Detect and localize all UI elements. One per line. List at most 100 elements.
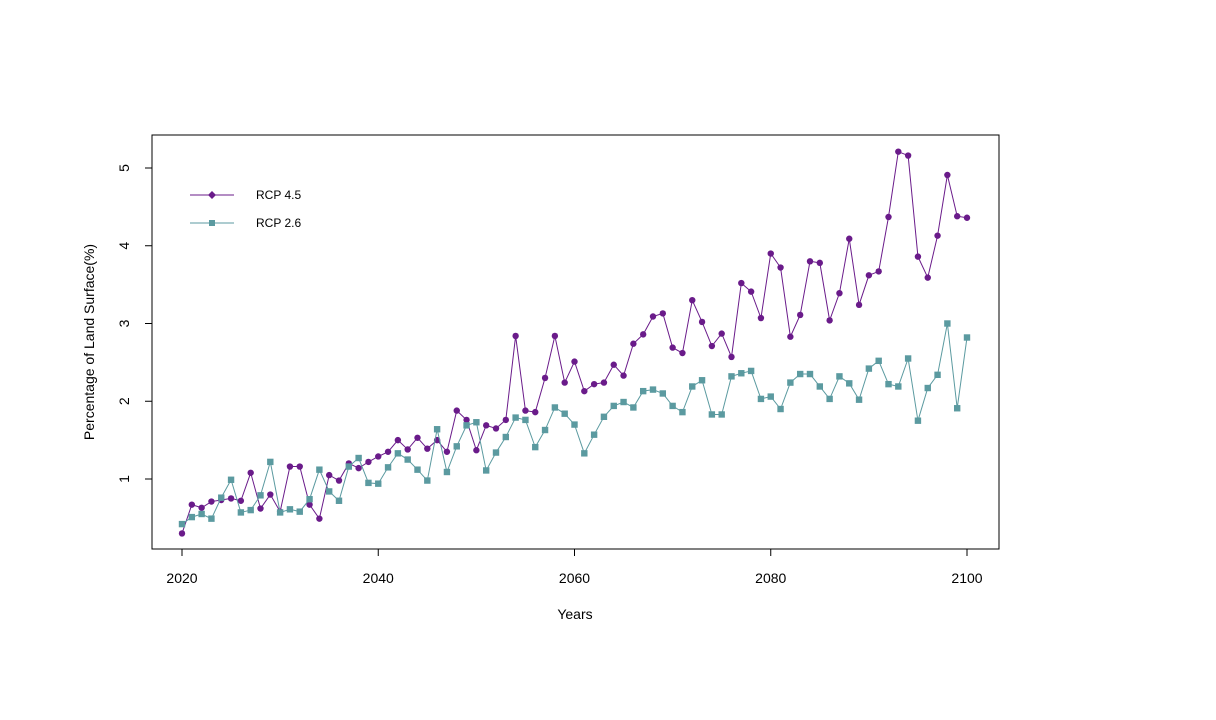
data-point bbox=[482, 422, 490, 429]
data-point bbox=[227, 476, 235, 483]
legend-marker-rcp26 bbox=[209, 220, 215, 226]
data-point bbox=[738, 279, 745, 287]
data-point bbox=[561, 410, 568, 417]
data-point bbox=[482, 467, 490, 474]
y-tick-label: 1 bbox=[116, 475, 132, 483]
data-point bbox=[325, 488, 333, 495]
x-axis: 2020 2040 2060 2080 2100 bbox=[166, 548, 983, 586]
data-point bbox=[473, 419, 480, 426]
legend-marker-rcp45 bbox=[208, 191, 216, 199]
data-point bbox=[738, 370, 745, 377]
data-point bbox=[404, 456, 411, 463]
y-tick-label: 2 bbox=[116, 397, 132, 405]
data-point bbox=[188, 513, 196, 521]
data-point bbox=[885, 213, 892, 221]
data-point bbox=[473, 447, 480, 454]
data-point bbox=[610, 402, 617, 410]
data-point bbox=[541, 374, 549, 382]
data-point bbox=[914, 417, 922, 424]
data-point bbox=[404, 446, 411, 453]
data-point bbox=[198, 510, 205, 518]
data-point bbox=[757, 395, 765, 403]
data-point bbox=[522, 407, 529, 414]
data-point bbox=[355, 464, 362, 472]
series-rcp26 bbox=[178, 320, 971, 528]
legend: RCP 4.5 RCP 2.6 bbox=[190, 188, 301, 230]
y-axis: 1 2 3 4 5 bbox=[116, 164, 153, 483]
data-point bbox=[904, 355, 912, 362]
data-point bbox=[689, 383, 696, 390]
data-point bbox=[846, 235, 853, 242]
data-point bbox=[492, 449, 500, 456]
data-point bbox=[728, 353, 735, 361]
data-point bbox=[610, 361, 617, 368]
data-point bbox=[679, 408, 686, 416]
y-tick-label: 5 bbox=[116, 164, 132, 172]
data-point bbox=[963, 214, 971, 221]
data-point bbox=[904, 152, 912, 159]
data-point bbox=[316, 515, 323, 522]
data-point bbox=[944, 320, 951, 327]
data-point bbox=[590, 380, 598, 388]
data-point bbox=[286, 463, 294, 470]
data-point bbox=[512, 332, 519, 340]
data-point bbox=[826, 395, 833, 403]
data-point bbox=[953, 213, 961, 220]
data-point bbox=[963, 334, 971, 341]
data-point bbox=[237, 509, 245, 516]
data-point bbox=[787, 333, 794, 340]
data-point bbox=[492, 425, 500, 432]
data-point bbox=[424, 445, 431, 452]
data-point bbox=[257, 505, 264, 512]
data-point bbox=[796, 370, 804, 378]
data-point bbox=[600, 379, 608, 386]
data-point bbox=[414, 466, 421, 473]
data-point bbox=[365, 458, 372, 466]
data-point bbox=[345, 463, 353, 470]
data-point bbox=[247, 469, 254, 476]
data-point bbox=[178, 530, 186, 537]
data-point bbox=[836, 373, 843, 380]
y-axis-title: Percentage of Land Surface(%) bbox=[81, 244, 97, 440]
data-point bbox=[414, 434, 421, 441]
data-point bbox=[443, 448, 451, 455]
data-point bbox=[335, 497, 343, 504]
data-point bbox=[178, 520, 186, 528]
data-point bbox=[276, 509, 284, 516]
data-point bbox=[806, 258, 814, 265]
x-tick-label: 2020 bbox=[166, 570, 197, 586]
data-point bbox=[551, 332, 559, 340]
data-point bbox=[669, 402, 676, 410]
data-point bbox=[306, 496, 313, 503]
data-point bbox=[649, 313, 657, 320]
data-point bbox=[846, 380, 853, 387]
data-point bbox=[708, 342, 716, 350]
data-point bbox=[689, 296, 696, 304]
data-point bbox=[512, 414, 519, 421]
data-point bbox=[247, 506, 254, 514]
data-point bbox=[659, 390, 667, 397]
data-point bbox=[208, 515, 215, 522]
x-tick-label: 2060 bbox=[559, 570, 590, 586]
data-point bbox=[267, 491, 274, 498]
data-point bbox=[757, 314, 765, 322]
series-line bbox=[181, 150, 968, 534]
data-point bbox=[747, 288, 755, 295]
data-point bbox=[218, 494, 225, 501]
data-point bbox=[875, 357, 882, 365]
data-point bbox=[581, 387, 588, 395]
data-point bbox=[208, 498, 215, 505]
data-point bbox=[267, 458, 274, 466]
data-point bbox=[865, 272, 873, 279]
data-point bbox=[551, 404, 559, 411]
data-point bbox=[855, 301, 863, 309]
data-point bbox=[855, 396, 863, 403]
data-point bbox=[777, 264, 784, 271]
data-point bbox=[934, 371, 941, 379]
data-point bbox=[296, 508, 303, 515]
data-point bbox=[620, 398, 627, 406]
data-point bbox=[532, 443, 539, 451]
data-point bbox=[561, 379, 568, 386]
data-point bbox=[463, 422, 470, 429]
